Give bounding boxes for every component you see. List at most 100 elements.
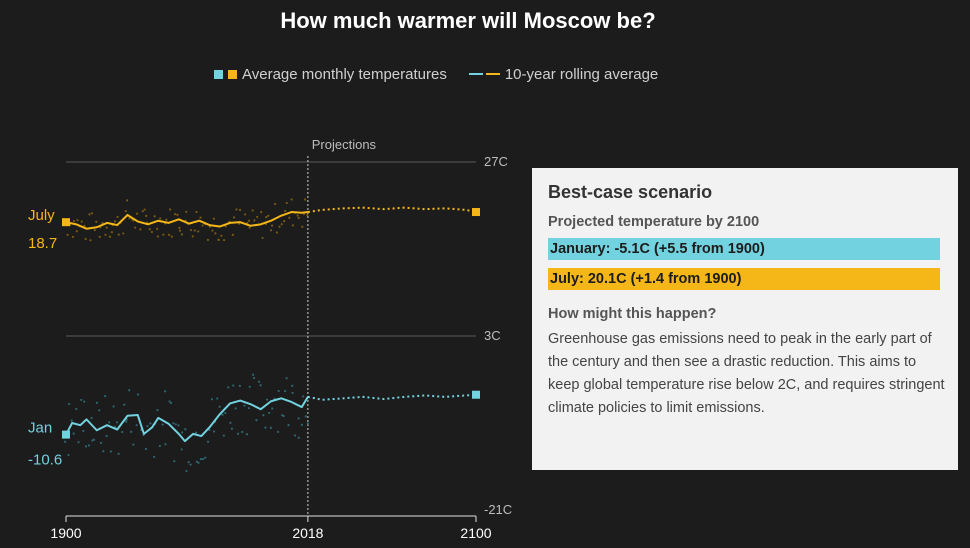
- monthly-dot: [139, 228, 142, 231]
- monthly-dot: [260, 211, 263, 214]
- legend-july-line: [485, 73, 500, 75]
- monthly-dot: [187, 461, 190, 464]
- monthly-dot: [153, 215, 156, 218]
- monthly-dot: [256, 215, 259, 219]
- july-start-value: 18.7: [28, 235, 57, 252]
- monthly-dot: [238, 208, 242, 211]
- monthly-dot: [211, 229, 214, 232]
- jan-end-marker: [472, 390, 480, 399]
- monthly-dot: [72, 219, 76, 223]
- legend-monthly-label: Average monthly temperatures: [242, 65, 447, 83]
- monthly-dot: [261, 236, 264, 240]
- monthly-dot: [92, 438, 96, 441]
- monthly-dot: [297, 417, 300, 420]
- monthly-dot: [113, 220, 117, 223]
- monthly-dot: [180, 233, 183, 236]
- monthly-dot: [145, 214, 148, 217]
- monthly-dot: [193, 229, 196, 232]
- monthly-dot: [177, 424, 180, 427]
- monthly-dot: [181, 431, 184, 434]
- monthly-dot: [126, 199, 129, 202]
- jan-start-marker: [62, 430, 70, 439]
- panel-body-text: Greenhouse gas emissions need to peak in…: [548, 331, 945, 416]
- monthly-dot: [259, 384, 262, 387]
- monthly-dot: [248, 219, 251, 222]
- monthly-dot: [121, 430, 124, 434]
- monthly-dot: [135, 212, 139, 215]
- monthly-dot: [170, 235, 174, 238]
- monthly-dot: [232, 216, 236, 219]
- monthly-dot: [195, 210, 198, 214]
- monthly-dot: [297, 436, 300, 439]
- monthly-dot: [159, 217, 162, 220]
- monthly-dot: [199, 216, 202, 219]
- monthly-dot: [117, 452, 120, 455]
- monthly-dot: [195, 460, 199, 463]
- july-start-marker: [62, 218, 70, 227]
- legend-jan-line: [468, 73, 483, 75]
- monthly-dot: [306, 213, 309, 217]
- monthly-dot: [194, 431, 198, 434]
- monthly-dot: [248, 385, 251, 388]
- y-tick-label: 27C: [484, 154, 508, 169]
- monthly-dot: [156, 227, 159, 230]
- monthly-dot: [83, 400, 86, 403]
- monthly-dot: [197, 461, 200, 464]
- monthly-dot: [224, 411, 227, 415]
- monthly-dot: [90, 212, 94, 215]
- monthly-dot: [174, 423, 177, 426]
- monthly-dot: [128, 389, 131, 392]
- monthly-dot: [277, 389, 280, 393]
- monthly-dot: [301, 225, 304, 228]
- monthly-dot: [285, 377, 288, 380]
- monthly-dot: [189, 463, 192, 466]
- monthly-dot: [222, 434, 225, 437]
- july-label: July: [28, 207, 55, 224]
- monthly-dot: [116, 215, 119, 218]
- monthly-dot: [245, 433, 249, 436]
- monthly-dot: [291, 224, 294, 227]
- monthly-dot: [122, 232, 125, 235]
- scenario-panel: Best-case scenario Projected temperature…: [532, 168, 958, 470]
- monthly-dot: [84, 237, 87, 241]
- monthly-dot: [95, 220, 98, 223]
- monthly-dot: [287, 424, 290, 427]
- monthly-dot: [243, 404, 246, 407]
- monthly-dot: [98, 409, 101, 412]
- monthly-dot: [173, 213, 177, 216]
- monthly-dot: [288, 216, 291, 219]
- monthly-dot: [117, 233, 120, 236]
- monthly-dot: [143, 208, 146, 211]
- monthly-dot: [264, 426, 267, 429]
- monthly-dot: [108, 421, 111, 424]
- monthly-dot: [214, 232, 217, 235]
- monthly-dot: [252, 373, 255, 376]
- monthly-dot: [72, 432, 75, 435]
- monthly-dot: [164, 390, 167, 393]
- monthly-dot: [153, 455, 156, 458]
- monthly-dot: [80, 398, 83, 402]
- monthly-dot: [75, 407, 78, 411]
- monthly-dot: [231, 233, 234, 236]
- monthly-dot: [184, 428, 187, 431]
- monthly-dot: [220, 234, 223, 237]
- monthly-dot: [91, 439, 94, 442]
- monthly-dot: [269, 229, 273, 232]
- monthly-dot: [230, 427, 234, 430]
- legend-july-swatch: [228, 69, 237, 79]
- monthly-dot: [161, 423, 164, 426]
- monthly-dot: [269, 426, 272, 430]
- monthly-dot: [257, 380, 261, 383]
- y-tick-label: 3C: [484, 328, 501, 343]
- monthly-dot: [162, 233, 165, 236]
- monthly-dot: [227, 386, 230, 389]
- monthly-dot: [206, 238, 210, 241]
- monthly-dot: [262, 414, 265, 417]
- monthly-dot: [158, 444, 162, 448]
- legend-jan-swatch: [214, 69, 223, 79]
- monthly-dot: [284, 389, 287, 393]
- monthly-dot: [178, 226, 181, 229]
- monthly-dot: [89, 239, 92, 242]
- x-tick-label: 2018: [292, 525, 323, 541]
